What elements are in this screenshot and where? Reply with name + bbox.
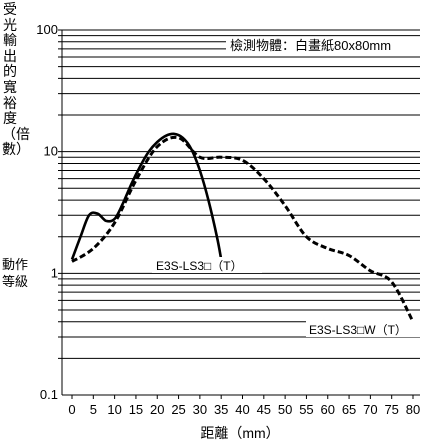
x-tick-label: 40 xyxy=(235,402,249,417)
y-tick-label: 100 xyxy=(36,22,58,37)
x-tick-label: 75 xyxy=(384,402,398,417)
series-line-solid xyxy=(70,132,223,260)
x-tick-label: 35 xyxy=(214,402,228,417)
series-label-dashed: E3S-LS3□W（T） xyxy=(309,323,407,337)
detection-object-annotation: 檢測物體：白畫紙80x80mm xyxy=(230,38,391,53)
x-tick-label: 10 xyxy=(107,402,121,417)
series-label-bg-solid xyxy=(152,257,262,273)
x-tick-label: 15 xyxy=(129,402,143,417)
annotation-background xyxy=(226,37,420,54)
x-tick-label: 30 xyxy=(193,402,207,417)
x-tick-label: 0 xyxy=(68,402,75,417)
series-label-bg-dashed xyxy=(306,321,420,337)
series-label-solid: E3S-LS3□（T） xyxy=(156,259,243,273)
x-tick-label: 70 xyxy=(363,402,377,417)
x-tick-label: 60 xyxy=(321,402,335,417)
series-line-dashed xyxy=(71,135,415,323)
y-tick-labels: 100 10 1 0.1 xyxy=(36,22,58,402)
grid-lines xyxy=(58,29,420,359)
x-tick-label: 80 xyxy=(406,402,420,417)
x-tick-label: 65 xyxy=(342,402,356,417)
x-tick-labels: 0 5 10 15 20 25 30 35 40 45 50 55 60 65 70 75 80 xyxy=(68,395,420,417)
x-tick-label: 5 xyxy=(90,402,97,417)
x-tick-label: 25 xyxy=(171,402,185,417)
x-axis-title: 距離（mm） xyxy=(200,425,279,441)
y-tick-label: 0.1 xyxy=(40,387,58,402)
y-tick-label: 1 xyxy=(51,265,58,280)
y-tick-label: 10 xyxy=(44,144,58,159)
operation-level-label: 動作等級 xyxy=(2,257,29,289)
x-tick-label: 50 xyxy=(278,402,292,417)
x-tick-label: 45 xyxy=(257,402,271,417)
x-tick-label: 55 xyxy=(299,402,313,417)
series-lines xyxy=(70,132,415,323)
x-tick-label: 20 xyxy=(150,402,164,417)
